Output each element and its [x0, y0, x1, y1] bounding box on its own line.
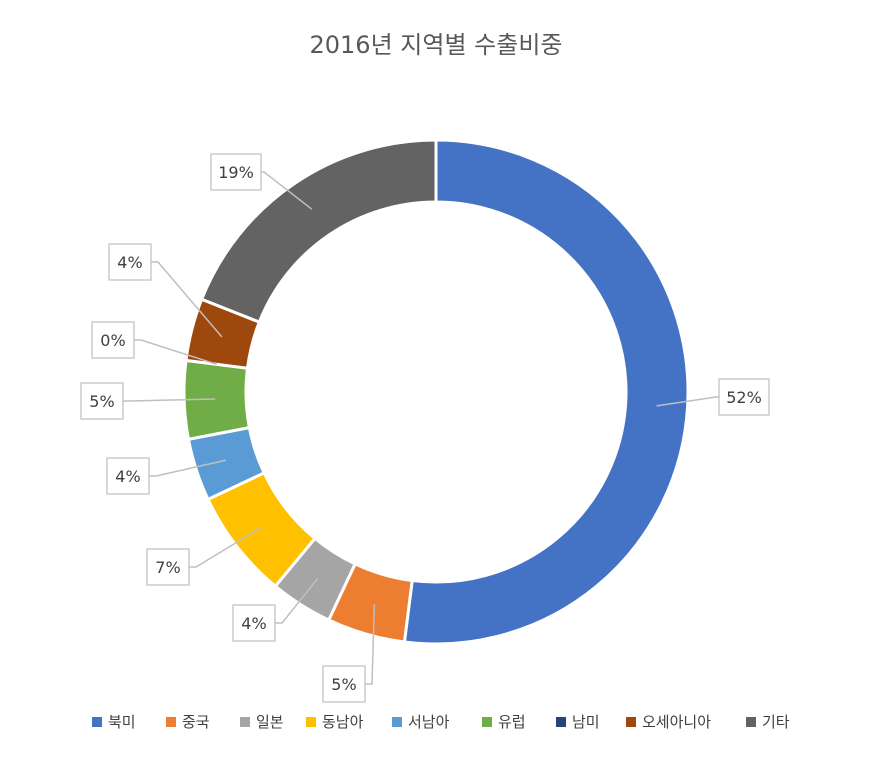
- data-label-4: 4%: [115, 467, 140, 486]
- data-label-box-3: [146, 548, 190, 586]
- leader-line-5: [122, 398, 216, 402]
- data-label-box-4: [106, 457, 150, 495]
- data-label-8: 19%: [218, 163, 254, 182]
- chart-title: 2016년 지역별 수출비중: [310, 31, 563, 59]
- leader-line-1: [364, 604, 376, 685]
- data-labels: 52% 5% 4% 7% 4% 5% 0% 4% 19%: [80, 153, 770, 703]
- legend-swatch-3: [306, 717, 316, 727]
- legend-label-4: 서남아: [408, 713, 450, 731]
- data-label-5: 5%: [89, 392, 114, 411]
- legend-swatch-6: [556, 717, 566, 727]
- legend: 북미 중국 일본 동남아 서남아 유럽 남미 오세아니아 기타: [92, 713, 790, 731]
- leader-line-6: [133, 339, 217, 366]
- data-label-1: 5%: [331, 675, 356, 694]
- data-label-box-1: [322, 665, 366, 703]
- legend-label-3: 동남아: [322, 713, 364, 731]
- leader-line-3: [188, 526, 262, 568]
- data-label-box-5: [80, 382, 124, 420]
- legend-label-7: 오세아니아: [642, 713, 711, 731]
- data-label-box-0: [718, 378, 770, 416]
- data-label-6: 0%: [100, 331, 125, 350]
- legend-swatch-5: [482, 717, 492, 727]
- data-label-box-2: [232, 604, 276, 642]
- legend-swatch-1: [166, 717, 176, 727]
- legend-label-2: 일본: [256, 713, 284, 731]
- legend-label-1: 중국: [182, 713, 210, 731]
- leader-line-4: [148, 459, 226, 477]
- data-label-2: 4%: [241, 614, 266, 633]
- slice-8-기타: [199, 138, 438, 325]
- legend-swatch-7: [626, 717, 636, 727]
- data-label-box-6: [91, 321, 135, 359]
- legend-swatch-8: [746, 717, 756, 727]
- label-leader-lines: [122, 171, 724, 685]
- legend-label-8: 기타: [762, 713, 790, 731]
- legend-swatch-0: [92, 717, 102, 727]
- data-label-3: 7%: [155, 558, 180, 577]
- data-label-box-7: [108, 243, 152, 281]
- data-label-7: 4%: [117, 253, 142, 272]
- slice-0-북미: [402, 138, 690, 646]
- legend-label-0: 북미: [108, 713, 136, 731]
- data-label-box-8: [210, 153, 262, 191]
- legend-label-6: 남미: [572, 713, 600, 731]
- donut-slices: [182, 138, 690, 646]
- leader-line-2: [274, 578, 319, 624]
- data-label-0: 52%: [726, 388, 762, 407]
- legend-swatch-4: [392, 717, 402, 727]
- leader-line-7: [150, 261, 223, 338]
- legend-swatch-2: [240, 717, 250, 727]
- legend-label-5: 유럽: [498, 713, 526, 731]
